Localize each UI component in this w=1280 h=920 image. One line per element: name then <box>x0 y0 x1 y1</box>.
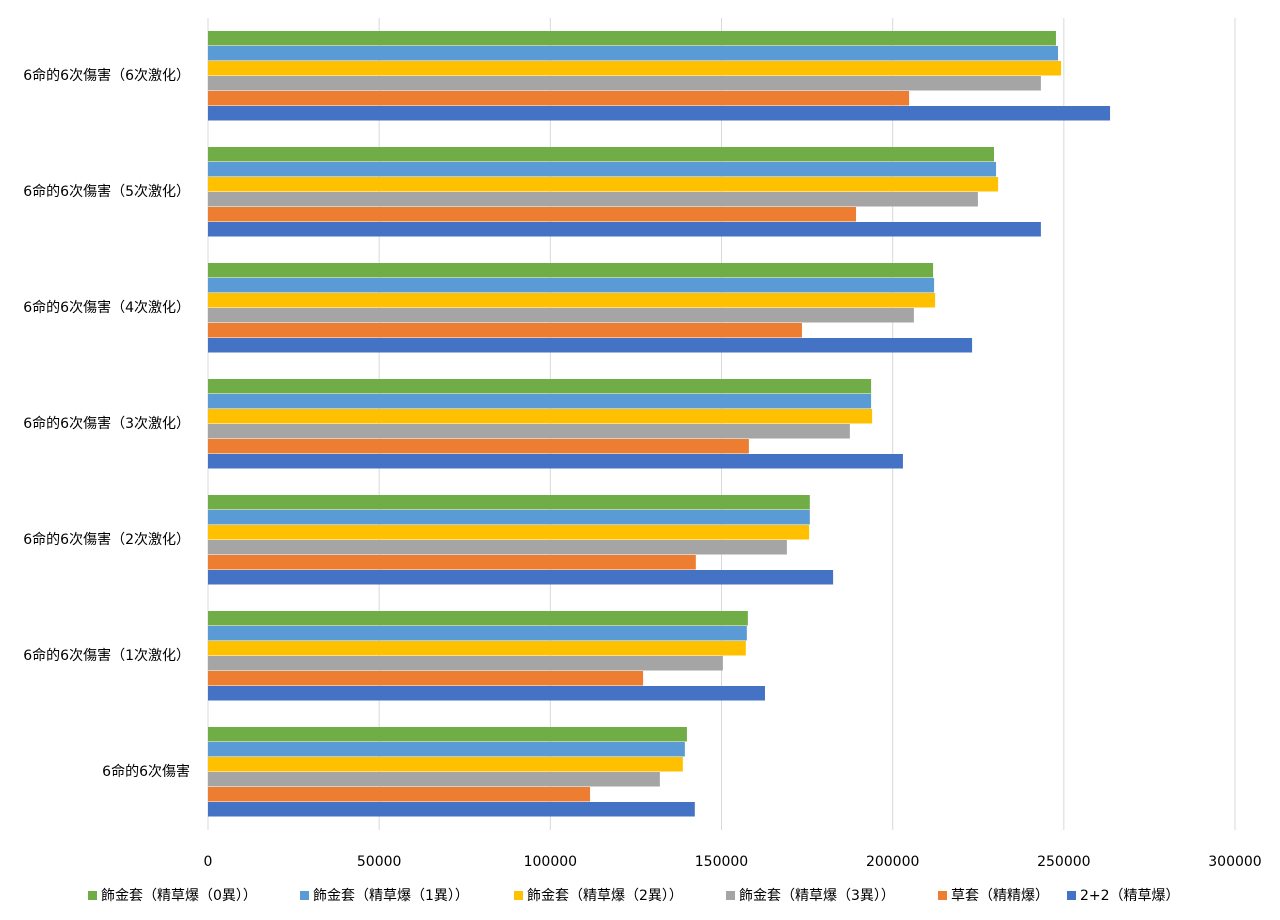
legend-swatch <box>938 891 947 900</box>
bar <box>208 379 872 394</box>
bar <box>208 308 914 323</box>
bar <box>208 671 644 686</box>
x-tick-label: 250000 <box>1037 854 1090 870</box>
legend-swatch <box>88 891 97 900</box>
x-tick-label: 100000 <box>524 854 577 870</box>
bar <box>208 263 934 278</box>
bar <box>208 61 1062 76</box>
bar <box>208 454 903 469</box>
bar <box>208 495 810 510</box>
bar <box>208 540 787 555</box>
legend-label: 飾金套（精草爆（2異）） <box>527 888 683 904</box>
bar <box>208 611 748 626</box>
bar <box>208 424 850 439</box>
bar <box>208 757 683 772</box>
legend-swatch <box>514 891 523 900</box>
bar <box>208 570 834 585</box>
legend-label: 飾金套（精草爆（3異）） <box>739 888 895 904</box>
legend-swatch <box>300 891 309 900</box>
bar <box>208 686 765 701</box>
bar <box>208 222 1041 237</box>
bar <box>208 641 746 656</box>
bar <box>208 409 873 424</box>
bar <box>208 439 749 454</box>
bar <box>208 742 685 757</box>
bar <box>208 76 1041 91</box>
bar <box>208 46 1059 61</box>
legend-label: 草套（精精爆） <box>951 888 1049 904</box>
y-tick-label: 6命的6次傷害（2次激化） <box>23 531 190 548</box>
bar <box>208 147 994 162</box>
bar <box>208 162 997 177</box>
bar <box>208 656 723 671</box>
y-tick-label: 6命的6次傷害（1次激化） <box>23 647 190 664</box>
legend-swatch <box>1067 891 1076 900</box>
legend-swatch <box>726 891 735 900</box>
bar <box>208 91 910 106</box>
y-tick-label: 6命的6次傷害 <box>102 763 190 780</box>
x-tick-label: 150000 <box>695 854 748 870</box>
bar <box>208 31 1056 46</box>
bar <box>208 293 936 308</box>
y-tick-label: 6命的6次傷害（4次激化） <box>23 299 190 316</box>
bar <box>208 626 747 641</box>
legend-label: 2+2（精草爆） <box>1080 888 1180 904</box>
bar <box>208 525 810 540</box>
x-tick-label: 50000 <box>357 854 402 870</box>
x-tick-label: 0 <box>204 854 213 870</box>
x-tick-label: 200000 <box>866 854 919 870</box>
bar <box>208 278 935 293</box>
x-tick-label: 300000 <box>1208 854 1261 870</box>
bar <box>208 177 999 192</box>
bar <box>208 338 973 353</box>
y-tick-label: 6命的6次傷害（5次激化） <box>23 183 190 200</box>
bar <box>208 106 1111 121</box>
bar <box>208 772 660 787</box>
legend-label: 飾金套（精草爆（1異）） <box>313 888 469 904</box>
bar <box>208 323 802 338</box>
bar <box>208 555 696 570</box>
bar <box>208 802 695 817</box>
y-tick-label: 6命的6次傷害（3次激化） <box>23 415 190 432</box>
bar <box>208 192 978 207</box>
legend-label: 飾金套（精草爆（0異）） <box>101 888 257 904</box>
bar <box>208 394 872 409</box>
bar <box>208 787 591 802</box>
bar <box>208 510 810 525</box>
bar <box>208 207 857 222</box>
bar <box>208 727 687 742</box>
y-tick-label: 6命的6次傷害（6次激化） <box>23 67 190 84</box>
